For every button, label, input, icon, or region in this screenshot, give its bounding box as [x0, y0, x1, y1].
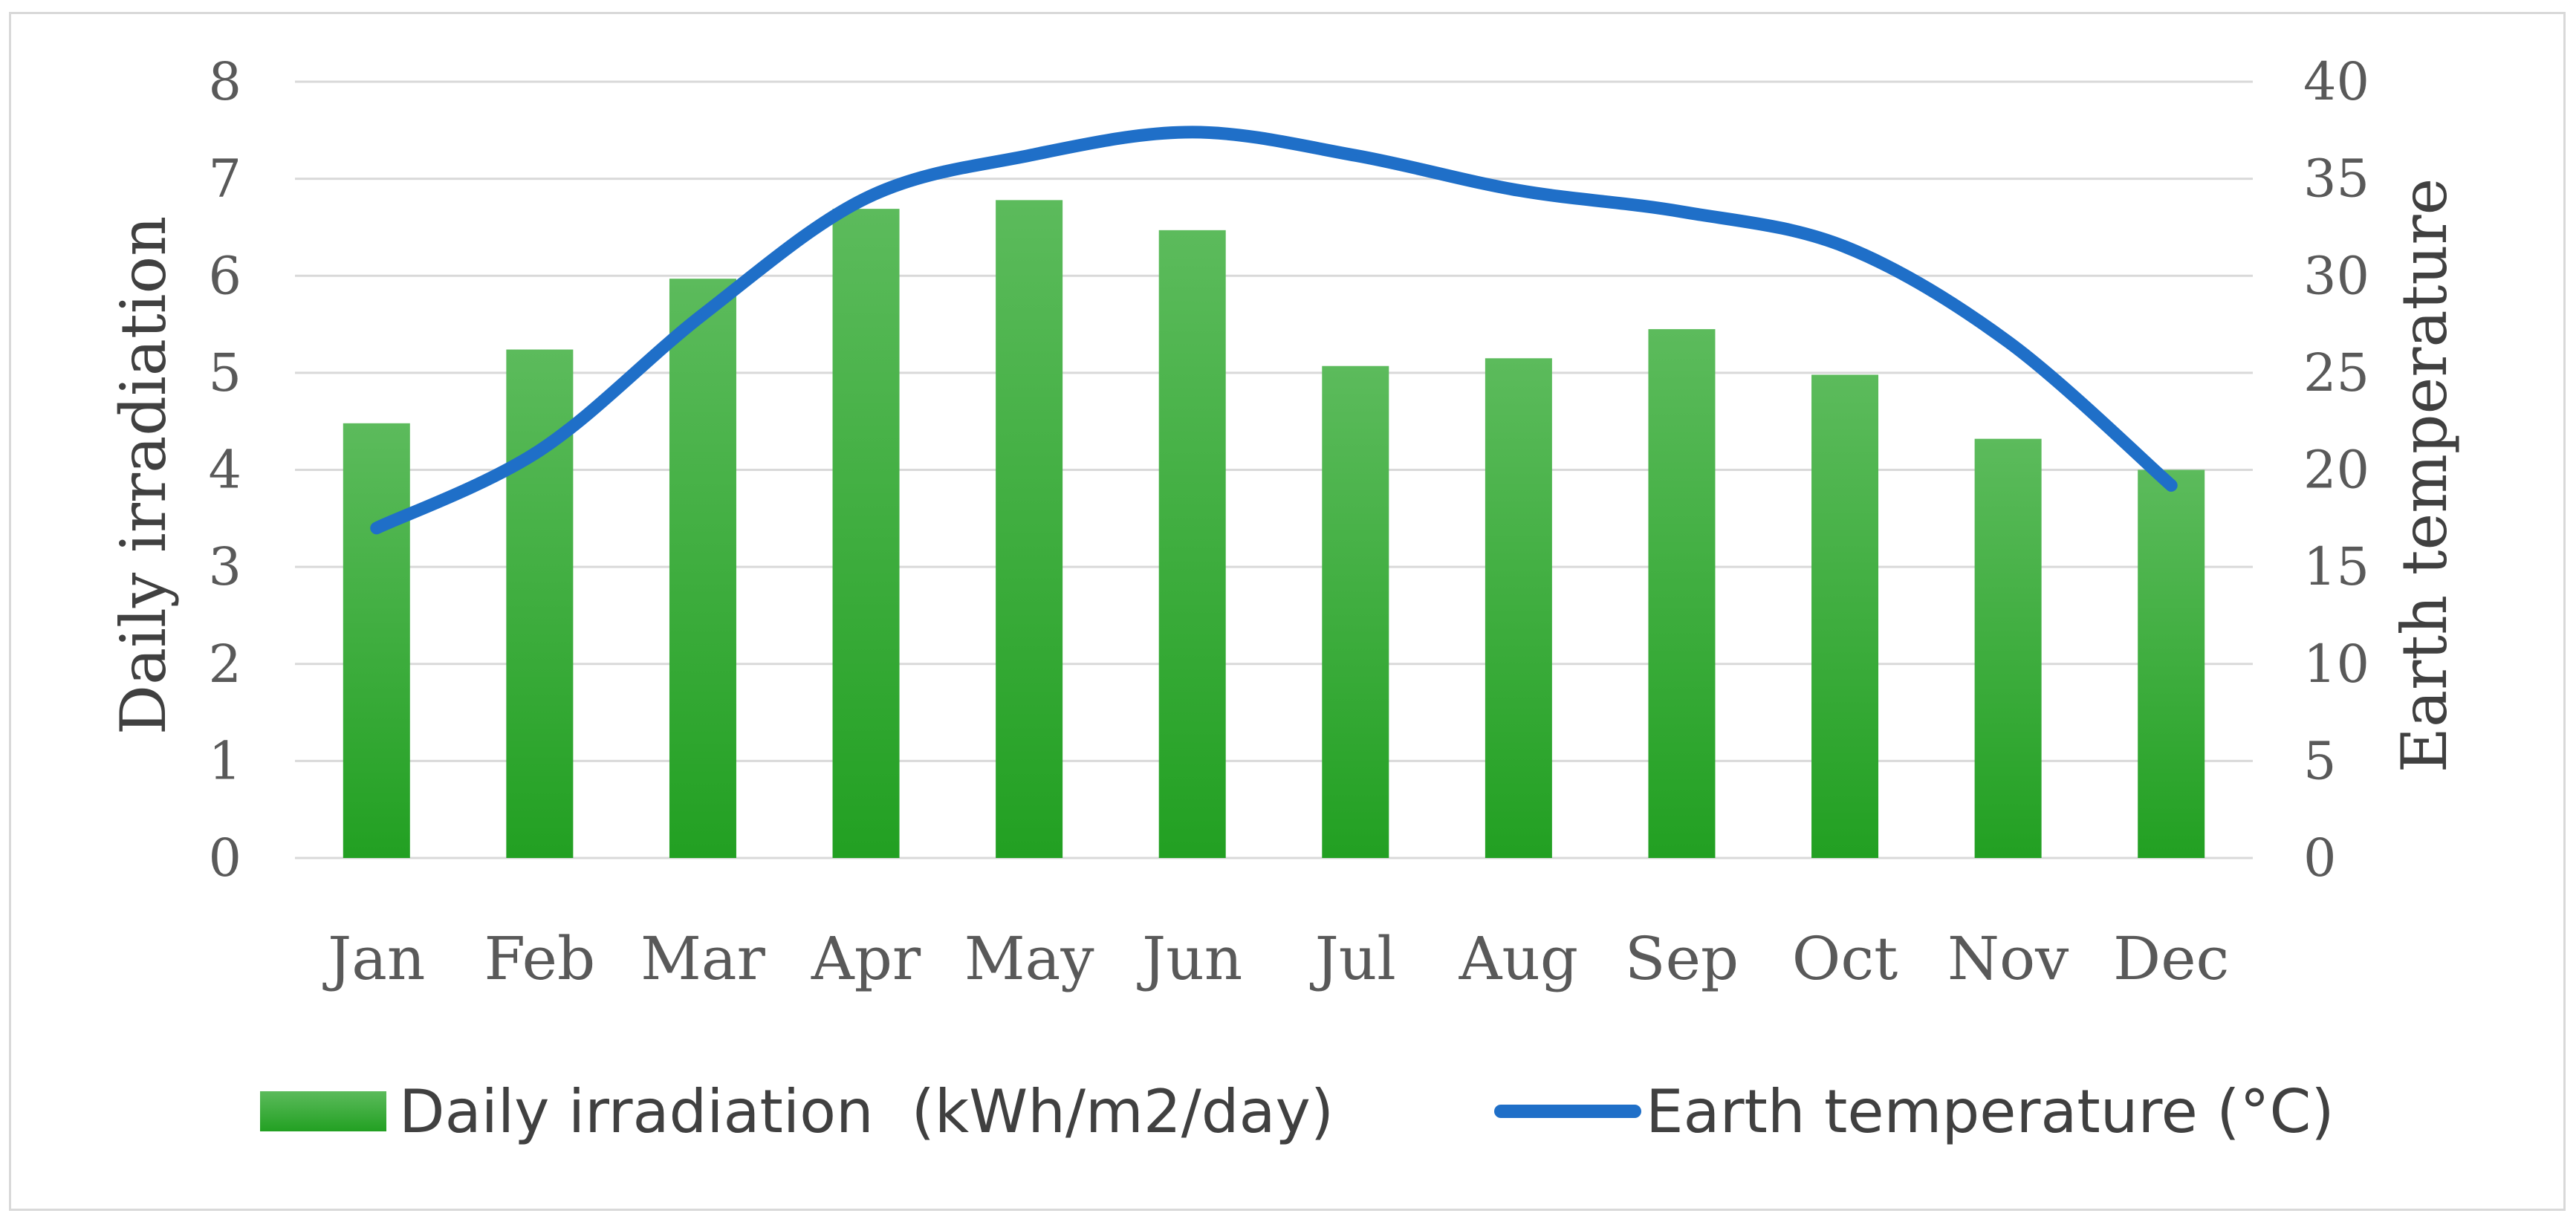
x-tick-label: Jan	[322, 924, 425, 993]
y-tick-left: 7	[208, 149, 241, 209]
temperature-point	[538, 449, 542, 452]
x-tick-label: May	[964, 924, 1094, 993]
bar	[996, 200, 1063, 858]
x-tick-label: Feb	[484, 924, 596, 993]
y-tick-left: 2	[208, 634, 241, 695]
y-tick-right: 0	[2303, 828, 2337, 888]
bar	[669, 279, 736, 858]
temperature-line	[370, 126, 2178, 535]
y-tick-left: 5	[208, 342, 241, 403]
y-axis-title-right: Earth temperature	[2388, 178, 2461, 773]
y-tick-left: 4	[208, 440, 241, 501]
y-tick-left: 0	[208, 828, 241, 888]
x-tick-label: Nov	[1947, 924, 2069, 993]
x-tick-label: Sep	[1625, 924, 1739, 993]
bar	[1485, 358, 1552, 858]
x-tick-label: Dec	[2113, 924, 2229, 993]
temperature-point	[2170, 484, 2173, 487]
temperature-point	[1843, 245, 1847, 249]
temperature-point	[1680, 210, 1684, 214]
line-series	[370, 126, 2178, 535]
y-tick-left: 1	[208, 730, 241, 791]
y-tick-right: 10	[2303, 634, 2369, 695]
x-tick-label: Jun	[1137, 924, 1242, 993]
bar	[1322, 365, 1389, 858]
y-tick-right: 25	[2303, 342, 2369, 403]
bar	[506, 349, 574, 858]
temperature-point	[1190, 130, 1194, 134]
y-tick-right: 15	[2303, 536, 2369, 597]
legend-label-temperature: Earth temperature (°C)	[1646, 1077, 2335, 1146]
x-tick-label: Aug	[1459, 924, 1579, 993]
y-tick-left: 8	[208, 51, 241, 112]
legend-label-irradiation: Daily irradiation (kWh/m2/day)	[399, 1077, 1334, 1146]
temperature-point	[2006, 340, 2010, 344]
bar	[832, 209, 900, 858]
temperature-point	[374, 526, 378, 530]
y-tick-right: 35	[2303, 149, 2369, 209]
temperature-point	[701, 313, 704, 316]
x-tick-label: Apr	[811, 924, 921, 993]
bar	[1811, 374, 1879, 858]
y-tick-left: 3	[208, 536, 241, 597]
y-tick-right: 20	[2303, 440, 2369, 501]
bar	[1648, 329, 1716, 858]
legend-bar-swatch	[260, 1091, 386, 1131]
y-tick-right: 40	[2303, 51, 2369, 112]
legend: Daily irradiation (kWh/m2/day) Earth tem…	[260, 1077, 2335, 1146]
temperature-point	[864, 196, 868, 200]
y-tick-left: 6	[208, 245, 241, 306]
temperature-point	[1516, 189, 1520, 192]
bar	[343, 423, 410, 858]
axis-ticks: 0 1 2 3 4 5 6 7 8 0 5 10 15 20 25 30 35 40 Jan Feb Mar Apr May…	[208, 51, 2369, 993]
x-tick-label: Oct	[1792, 924, 1898, 993]
x-tick-label: Mar	[640, 924, 766, 993]
temperature-point	[1354, 154, 1357, 157]
bar	[1158, 230, 1226, 858]
x-tick-label: Jul	[1310, 924, 1396, 993]
bar	[1974, 438, 2042, 858]
y-tick-right: 5	[2303, 730, 2337, 791]
temperature-point	[1028, 154, 1031, 157]
bar-series	[343, 200, 2205, 858]
bar	[2138, 469, 2205, 858]
gridlines	[295, 80, 2253, 859]
y-tick-right: 30	[2303, 245, 2369, 306]
y-axis-title-left: Daily irradiation	[107, 216, 180, 735]
